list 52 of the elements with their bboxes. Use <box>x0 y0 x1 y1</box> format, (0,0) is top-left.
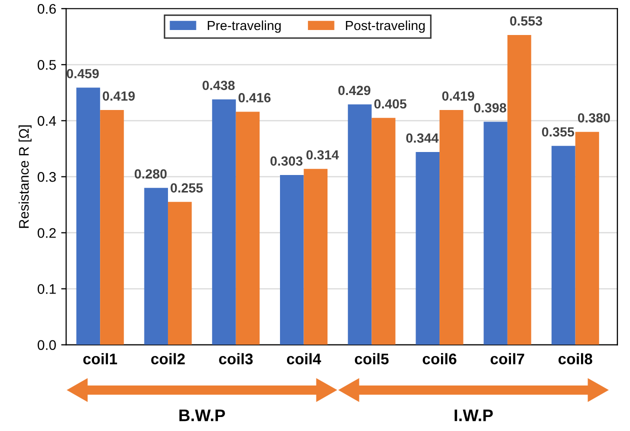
bar <box>348 104 372 345</box>
y-tick-label: 0.4 <box>38 116 56 126</box>
data-label: 0.416 <box>238 93 271 102</box>
bar <box>144 188 168 345</box>
text: B.W.P <box>179 410 225 422</box>
x-tick-label: coil1 <box>83 353 118 364</box>
y-tick-label: 0.3 <box>38 172 56 182</box>
x-tick-label: coil7 <box>490 353 524 364</box>
data-label: 0.280 <box>134 169 167 179</box>
data-label: 0.553 <box>510 16 542 26</box>
bar <box>575 132 600 345</box>
data-label: 0.344 <box>406 133 439 143</box>
x-tick-label: coil3 <box>219 353 253 364</box>
x-tick-label: coil8 <box>558 353 592 364</box>
data-label: 0.419 <box>102 91 135 101</box>
bar <box>304 168 328 345</box>
bar <box>236 112 260 345</box>
x-tick-label: coil6 <box>422 353 456 364</box>
y-axis-title: Resistance R [Ω] <box>18 125 32 228</box>
bar <box>440 110 464 345</box>
legend-label: Pre-traveling <box>208 20 281 33</box>
bar <box>552 146 576 345</box>
x-tick-label: coil2 <box>151 353 185 364</box>
x-tick-label: coil5 <box>354 353 389 364</box>
data-label: 0.438 <box>202 80 235 90</box>
bar <box>212 99 236 345</box>
legend-label: Post-traveling <box>346 20 425 33</box>
bar <box>100 110 124 345</box>
data-label: 0.419 <box>442 91 474 101</box>
data-label: 0.405 <box>374 99 406 109</box>
y-tick-label: 0.0 <box>38 340 56 350</box>
bar <box>372 118 396 345</box>
bar <box>484 122 508 345</box>
data-label: 0.255 <box>170 183 203 193</box>
bar <box>416 152 440 345</box>
y-tick-label: 0.5 <box>38 60 56 70</box>
data-label: 0.459 <box>66 68 99 78</box>
x-tick-label: coil4 <box>286 353 322 364</box>
y-tick-label: 0.2 <box>38 228 56 238</box>
data-label: 0.303 <box>270 156 302 166</box>
bar <box>280 175 304 345</box>
data-label: 0.314 <box>306 150 339 160</box>
text: I.W.P <box>454 410 493 422</box>
y-tick-label: 0.6 <box>38 4 56 14</box>
data-label: 0.429 <box>338 86 370 96</box>
data-label: 0.355 <box>542 127 574 137</box>
bar <box>507 34 532 345</box>
bar <box>168 202 192 345</box>
data-label: 0.398 <box>474 103 506 112</box>
y-tick-label: 0.1 <box>38 284 56 294</box>
data-label: 0.380 <box>578 113 610 123</box>
bar <box>76 88 100 345</box>
